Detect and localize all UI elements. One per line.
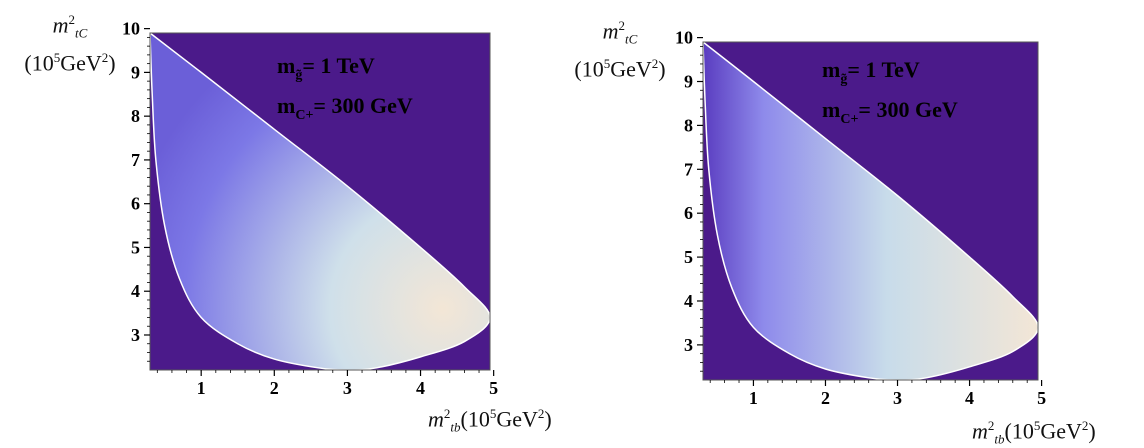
x-tick-label: 1 xyxy=(749,388,758,408)
y-tick-label: 9 xyxy=(131,62,140,82)
y-tick-label: 5 xyxy=(684,247,693,267)
x-axis-label: m2tb(105GeV2) xyxy=(428,406,552,435)
x-tick-label: 4 xyxy=(965,388,974,408)
y-tick-label: 8 xyxy=(131,106,140,126)
plot-frame xyxy=(149,32,491,371)
x-tick-label: 5 xyxy=(1037,388,1046,408)
y-tick-label: 6 xyxy=(131,194,140,214)
x-tick-label: 2 xyxy=(270,378,279,398)
y-tick-label: 5 xyxy=(131,237,140,257)
annotation-gluino-mass: mg̃= 1 TeV xyxy=(822,57,920,87)
y-tick-label: 4 xyxy=(131,281,140,301)
y-tick-label: 4 xyxy=(684,291,693,311)
density-plot-right: 1 2 3 4 5 3 4 5 6 7 8 9 10 mg̃= 1 TeV mC+= 300 GeV xyxy=(675,28,1046,408)
x-tick-label: 3 xyxy=(343,378,352,398)
y-tick-label: 8 xyxy=(684,115,693,135)
y-tick-label: 7 xyxy=(131,150,140,170)
x-axis-label: m2tb(105GeV2) xyxy=(972,418,1096,447)
allowed-region xyxy=(149,31,491,371)
x-tick-label: 5 xyxy=(489,378,498,398)
annotation-charged-higgs-mass: mC+= 300 GeV xyxy=(277,93,413,123)
plot-frame xyxy=(702,41,1039,381)
chart-panel-right: m2tC (105GeV2) 1 2 3 4 5 3 4 5 6 7 8 9 10 mg̃= 1 TeV m… xyxy=(560,0,1144,447)
x-tick-label: 1 xyxy=(197,378,206,398)
y-axis-label: m2tC (105GeV2) xyxy=(574,18,666,82)
density-plot-left: 1 2 3 4 5 3 4 5 6 7 8 9 10 mg̃= 1 TeV mC+= 300 GeV xyxy=(122,19,498,398)
y-axis-label: m2tC (105GeV2) xyxy=(24,12,116,76)
y-tick-label: 10 xyxy=(675,28,693,48)
y-tick-label: 3 xyxy=(684,335,693,355)
x-tick-label: 4 xyxy=(416,378,425,398)
allowed-region xyxy=(702,40,1039,381)
annotation-gluino-mass: mg̃= 1 TeV xyxy=(277,53,375,83)
y-tick-label: 3 xyxy=(131,325,140,345)
y-tick-label: 7 xyxy=(684,159,693,179)
y-tick-label: 10 xyxy=(122,19,140,39)
chart-panel-left: m2tC (105GeV2) 1 2 3 4 5 3 4 5 6 7 8 9 10 mg̃= 1 TeV m… xyxy=(0,0,560,447)
x-tick-label: 2 xyxy=(821,388,830,408)
y-tick-label: 9 xyxy=(684,72,693,92)
y-tick-label: 6 xyxy=(684,203,693,223)
x-tick-label: 3 xyxy=(893,388,902,408)
annotation-charged-higgs-mass: mC+= 300 GeV xyxy=(822,97,958,127)
